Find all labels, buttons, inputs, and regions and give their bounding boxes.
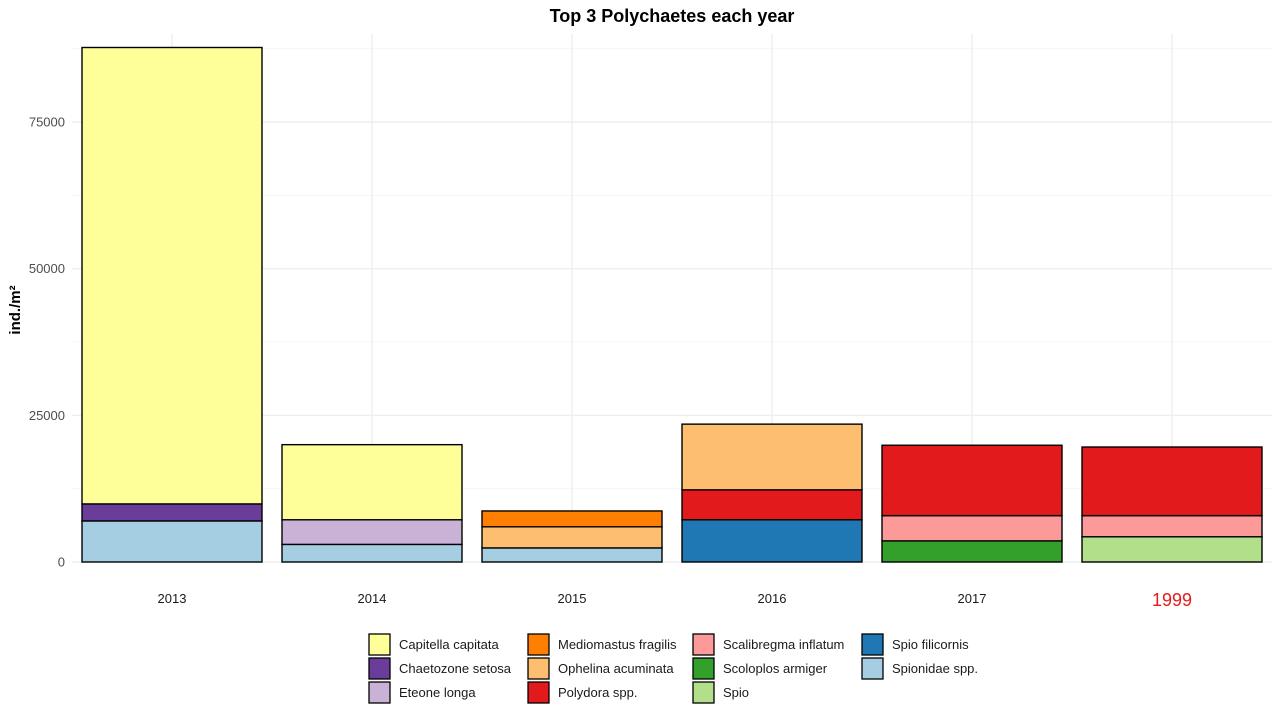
legend-swatch [368,657,391,680]
legend-label: Scoloplos armiger [723,661,828,676]
legend-label: Spio filicornis [892,637,969,652]
legend-label: Spionidae spp. [892,661,978,676]
bar-segment [81,46,263,505]
bar-segment [1081,514,1263,538]
bar-segment [481,510,663,528]
bar-segment [681,489,863,521]
bar-segment [881,540,1063,563]
legend-label: Mediomastus fragilis [558,637,677,652]
y-tick-label: 50000 [29,261,65,276]
bar-segment [481,526,663,549]
bar-segment [1081,446,1263,517]
x-axis-ticks: 2013 2014 2015 2016 2017 1999 [158,590,1192,610]
legend-swatch [527,633,550,656]
bar-segment [881,444,1063,517]
bar-segment [681,519,863,563]
y-axis-label: ind./m² [7,285,24,334]
legend-swatch [861,633,884,656]
x-tick-label: 2016 [758,591,787,606]
legend-swatch [692,633,715,656]
legend-label: Scalibregma inflatum [723,637,844,652]
bar-segment [281,543,463,563]
y-tick-label: 0 [58,555,65,570]
x-tick-label: 2014 [358,591,387,606]
legend-label: Eteone longa [399,685,476,700]
bar-stacks [81,46,1263,563]
legend-label: Ophelina acuminata [558,661,674,676]
x-tick-label: 1999 [1152,590,1192,610]
bar-segment [81,503,263,522]
x-tick-label: 2015 [558,591,587,606]
bar-segment [281,519,463,546]
legend-swatch [692,681,715,704]
legend-label: Spio [723,685,749,700]
legend-label: Polydora spp. [558,685,638,700]
legend-swatch [861,657,884,680]
bar-segment [881,514,1063,542]
legend-swatch [527,681,550,704]
bar-segment [281,443,463,521]
y-axis-ticks: 0 25000 50000 75000 [29,115,65,570]
bar-segment [681,423,863,491]
legend-swatch [692,657,715,680]
y-tick-label: 75000 [29,115,65,130]
x-tick-label: 2017 [958,591,987,606]
legend-label: Chaetozone setosa [399,661,512,676]
legend: Capitella capitata Chaetozone setosa Eteon… [368,633,978,704]
legend-swatch [527,657,550,680]
bar-segment [81,520,263,563]
bar-segment [481,547,663,563]
x-tick-label: 2013 [158,591,187,606]
chart-title: Top 3 Polychaetes each year [550,6,795,26]
legend-swatch [368,633,391,656]
bar-segment [1081,536,1263,563]
legend-swatch [368,681,391,704]
legend-label: Capitella capitata [399,637,499,652]
y-tick-label: 25000 [29,408,65,423]
